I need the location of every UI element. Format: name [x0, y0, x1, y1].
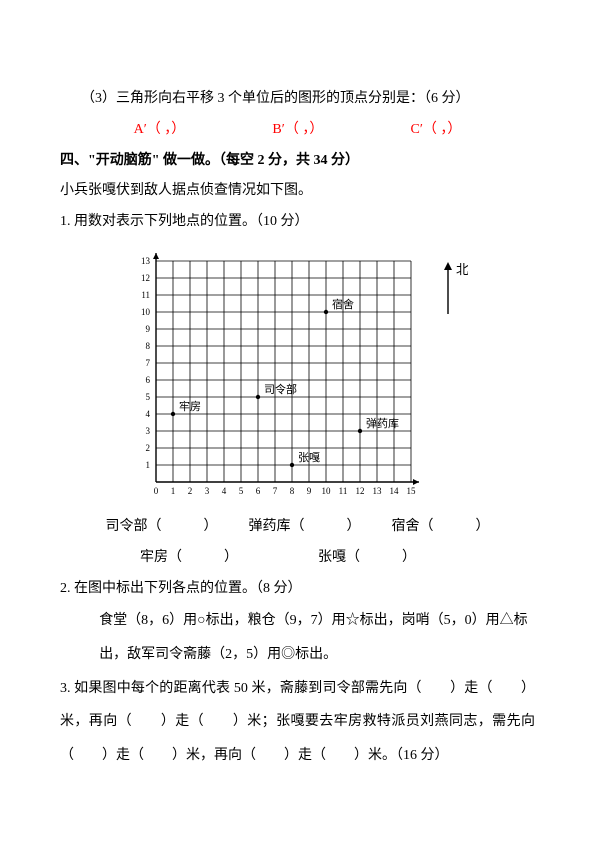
svg-text:5: 5 [238, 486, 243, 496]
q3-prompt: （3）三角形向右平移 3 个单位后的图形的顶点分别是：（6 分） [60, 84, 535, 115]
q2-prompt: 2. 在图中标出下列各点的位置。（8 分） [60, 574, 535, 605]
q1-sushe: 宿舍（ ） [392, 512, 490, 543]
svg-text:张嘎: 张嘎 [298, 451, 320, 464]
q3-b: B′（ ，） [272, 115, 323, 146]
q3-answers: A′（ ，） B′（ ，） C′（ ，） [60, 115, 535, 146]
section4-intro: 小兵张嘎伏到敌人据点侦查情况如下图。 [60, 176, 535, 207]
q1-danyao: 弹药库（ ） [249, 512, 361, 543]
q1-row1: 司令部（ ） 弹药库（ ） 宿舍（ ） [60, 512, 535, 543]
svg-text:司令部: 司令部 [264, 382, 297, 396]
svg-text:宿舍: 宿舍 [332, 297, 354, 311]
svg-text:7: 7 [145, 358, 150, 368]
svg-text:北: 北 [456, 262, 468, 277]
svg-text:12: 12 [141, 273, 150, 283]
svg-text:0: 0 [153, 486, 158, 496]
section4-heading: 四、"开动脑筋" 做一做。（每空 2 分，共 34 分） [60, 146, 535, 177]
svg-text:1: 1 [170, 486, 175, 496]
svg-text:5: 5 [145, 392, 150, 402]
q3-c: C′（ ，） [410, 115, 461, 146]
q1-laofang: 牢房（ ） [140, 543, 238, 574]
svg-text:13: 13 [372, 486, 382, 496]
svg-text:14: 14 [389, 486, 399, 496]
svg-text:10: 10 [141, 307, 151, 317]
svg-text:弹药库: 弹药库 [366, 416, 399, 430]
q1-zhangga: 张嘎（ ） [318, 543, 416, 574]
svg-text:11: 11 [338, 486, 347, 496]
svg-text:13: 13 [141, 256, 151, 266]
q2-body: 食堂（8，6）用○标出，粮仓（9，7）用☆标出，岗哨（5，0）用△标出，敌军司令… [60, 604, 535, 671]
svg-text:12: 12 [355, 486, 364, 496]
q3b-text: 3. 如果图中每个的距离代表 50 米，斋藤到司令部需先向（ ）走（ ）米，再向… [60, 681, 535, 763]
svg-text:6: 6 [145, 375, 150, 385]
svg-text:9: 9 [306, 486, 311, 496]
svg-text:11: 11 [141, 290, 150, 300]
svg-text:3: 3 [204, 486, 209, 496]
svg-text:3: 3 [145, 426, 150, 436]
svg-text:9: 9 [145, 324, 150, 334]
svg-text:8: 8 [145, 341, 150, 351]
q3b-body: 3. 如果图中每个的距离代表 50 米，斋藤到司令部需先向（ ）走（ ）米，再向… [60, 672, 535, 773]
grid-chart: 012345678910111213141512345678910111213宿… [128, 244, 468, 504]
svg-text:牢房: 牢房 [179, 399, 201, 413]
svg-text:8: 8 [289, 486, 294, 496]
q1-prompt: 1. 用数对表示下列地点的位置。（10 分） [60, 207, 535, 238]
q1-siling: 司令部（ ） [106, 512, 218, 543]
svg-text:4: 4 [221, 486, 226, 496]
q1-row2: 牢房（ ） 张嘎（ ） [60, 543, 535, 574]
svg-text:2: 2 [145, 443, 150, 453]
svg-text:10: 10 [321, 486, 331, 496]
svg-text:7: 7 [272, 486, 277, 496]
svg-text:4: 4 [145, 409, 150, 419]
q3-a: A′（ ，） [134, 115, 186, 146]
svg-text:6: 6 [255, 486, 260, 496]
svg-text:15: 15 [406, 486, 416, 496]
svg-text:1: 1 [145, 460, 150, 470]
svg-text:2: 2 [187, 486, 192, 496]
grid-chart-wrapper: 012345678910111213141512345678910111213宿… [60, 244, 535, 504]
